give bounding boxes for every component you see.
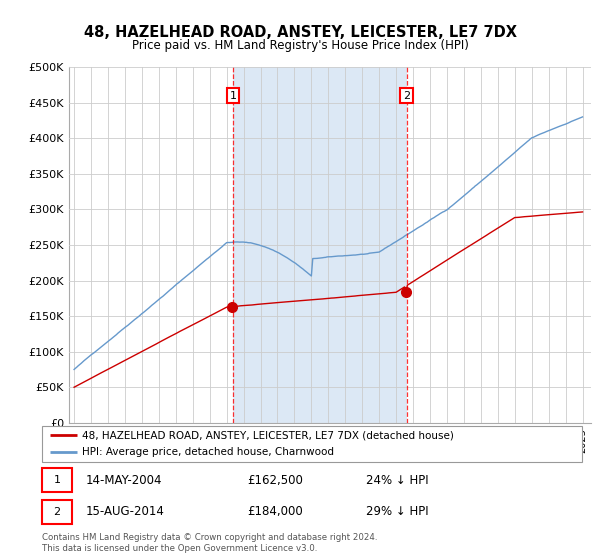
Text: 48, HAZELHEAD ROAD, ANSTEY, LEICESTER, LE7 7DX (detached house): 48, HAZELHEAD ROAD, ANSTEY, LEICESTER, L… <box>83 431 454 440</box>
Bar <box>42 500 72 524</box>
Text: 14-MAY-2004: 14-MAY-2004 <box>85 474 162 487</box>
Bar <box>42 468 72 492</box>
Text: £184,000: £184,000 <box>247 505 303 519</box>
Text: 48, HAZELHEAD ROAD, ANSTEY, LEICESTER, LE7 7DX: 48, HAZELHEAD ROAD, ANSTEY, LEICESTER, L… <box>83 25 517 40</box>
Text: 24% ↓ HPI: 24% ↓ HPI <box>366 474 428 487</box>
Text: HPI: Average price, detached house, Charnwood: HPI: Average price, detached house, Char… <box>83 447 335 457</box>
Text: 1: 1 <box>229 91 236 101</box>
Text: Contains HM Land Registry data © Crown copyright and database right 2024.
This d: Contains HM Land Registry data © Crown c… <box>42 533 377 553</box>
Text: Price paid vs. HM Land Registry's House Price Index (HPI): Price paid vs. HM Land Registry's House … <box>131 39 469 52</box>
Text: 2: 2 <box>403 91 410 101</box>
Text: 2: 2 <box>53 507 61 517</box>
Text: 15-AUG-2014: 15-AUG-2014 <box>85 505 164 519</box>
Bar <box>233 67 407 423</box>
Text: 1: 1 <box>53 475 61 486</box>
Text: 29% ↓ HPI: 29% ↓ HPI <box>366 505 428 519</box>
Text: £162,500: £162,500 <box>247 474 303 487</box>
